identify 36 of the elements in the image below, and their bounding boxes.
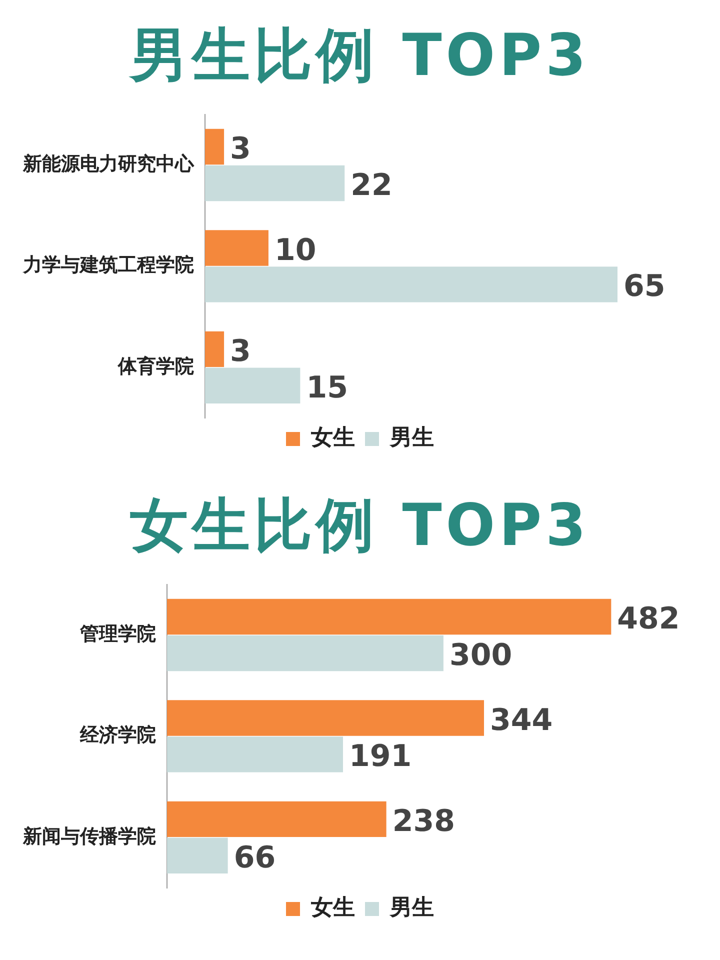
y-tick-label: 新闻与传播学院 [22, 825, 156, 848]
legend-label: 男生 [389, 426, 434, 451]
y-tick-label: 力学与建筑工程学院 [22, 254, 194, 276]
data-label: 15 [306, 370, 348, 406]
y-tick-label: 经济学院 [79, 724, 156, 746]
bar [205, 128, 224, 165]
legend-label: 女生 [310, 896, 355, 921]
bar [205, 230, 268, 266]
data-label: 300 [449, 638, 512, 674]
y-tick-label: 管理学院 [79, 622, 156, 645]
data-label: 191 [349, 739, 412, 774]
data-label: 65 [624, 269, 666, 304]
data-label: 66 [234, 840, 276, 876]
legend-label: 男生 [389, 896, 434, 921]
bar [167, 635, 444, 672]
chart-title: 女生比例 TOP3 [129, 490, 591, 561]
y-tick-label: 新能源电力研究中心 [22, 152, 195, 175]
data-label: 10 [274, 232, 316, 268]
bar [167, 700, 484, 736]
data-label: 482 [617, 602, 680, 637]
bar [205, 266, 618, 302]
data-label: 22 [350, 168, 392, 204]
bar [205, 165, 345, 202]
legend-label: 女生 [310, 426, 355, 451]
data-label: 344 [490, 702, 553, 738]
bar [205, 331, 224, 368]
bar [167, 838, 228, 874]
bar [167, 598, 612, 635]
data-label: 238 [392, 804, 455, 839]
data-label: 3 [230, 334, 251, 369]
data-label: 3 [230, 132, 251, 167]
bar [205, 368, 300, 404]
y-tick-label: 体育学院 [117, 355, 194, 378]
chart-title: 男生比例 TOP3 [128, 20, 591, 91]
bar [167, 736, 344, 772]
bar [167, 801, 386, 838]
